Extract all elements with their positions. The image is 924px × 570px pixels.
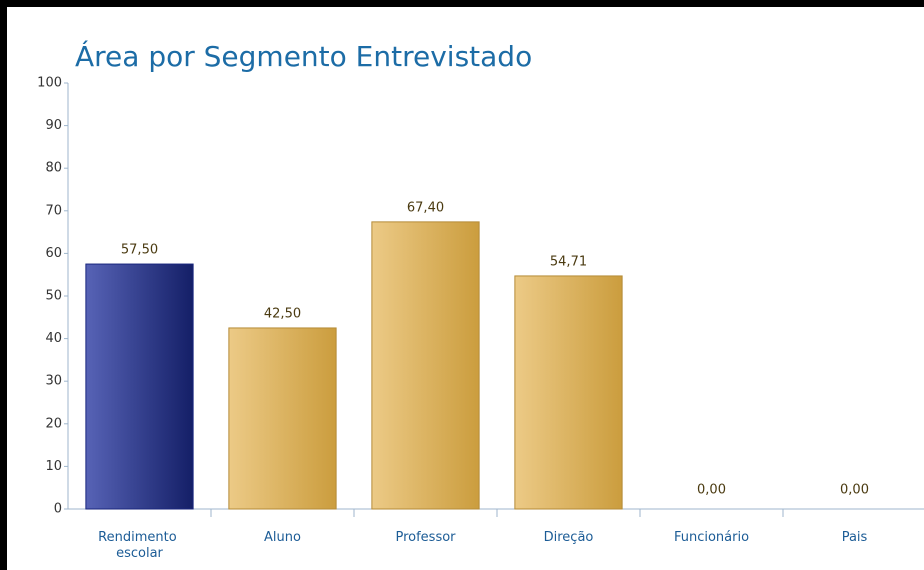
value-label: 42,50 (264, 306, 301, 321)
chart-title: Área por Segmento Entrevistado (75, 39, 532, 73)
bar (228, 327, 337, 510)
y-tick-label: 20 (45, 416, 62, 431)
y-tick-label: 10 (45, 459, 62, 474)
y-tick-label: 40 (45, 331, 62, 346)
bar (371, 221, 480, 510)
y-tick-label: 60 (45, 246, 62, 261)
bar (85, 263, 194, 510)
bar (514, 275, 623, 510)
value-label: 0,00 (697, 483, 726, 498)
y-tick-label: 50 (45, 289, 62, 304)
x-tick-label: Pais (842, 530, 868, 545)
x-tick-label: Funcionário (674, 530, 749, 545)
value-label: 0,00 (840, 483, 869, 498)
y-tick-label: 90 (45, 118, 62, 133)
y-tick-label: 30 (45, 374, 62, 389)
value-label: 57,50 (121, 243, 158, 258)
x-tick-label: Direção (544, 530, 594, 545)
value-label: 67,40 (407, 200, 444, 215)
y-tick-label: 70 (45, 203, 62, 218)
x-tick-label: Professor (395, 530, 456, 545)
x-tick-label: Aluno (264, 530, 301, 545)
value-label: 54,71 (550, 254, 587, 269)
y-tick-label: 100 (37, 76, 62, 91)
y-tick-label: 80 (45, 161, 62, 176)
x-tick-label: Rendimento escolar (98, 530, 181, 561)
y-tick-label: 0 (54, 502, 62, 517)
